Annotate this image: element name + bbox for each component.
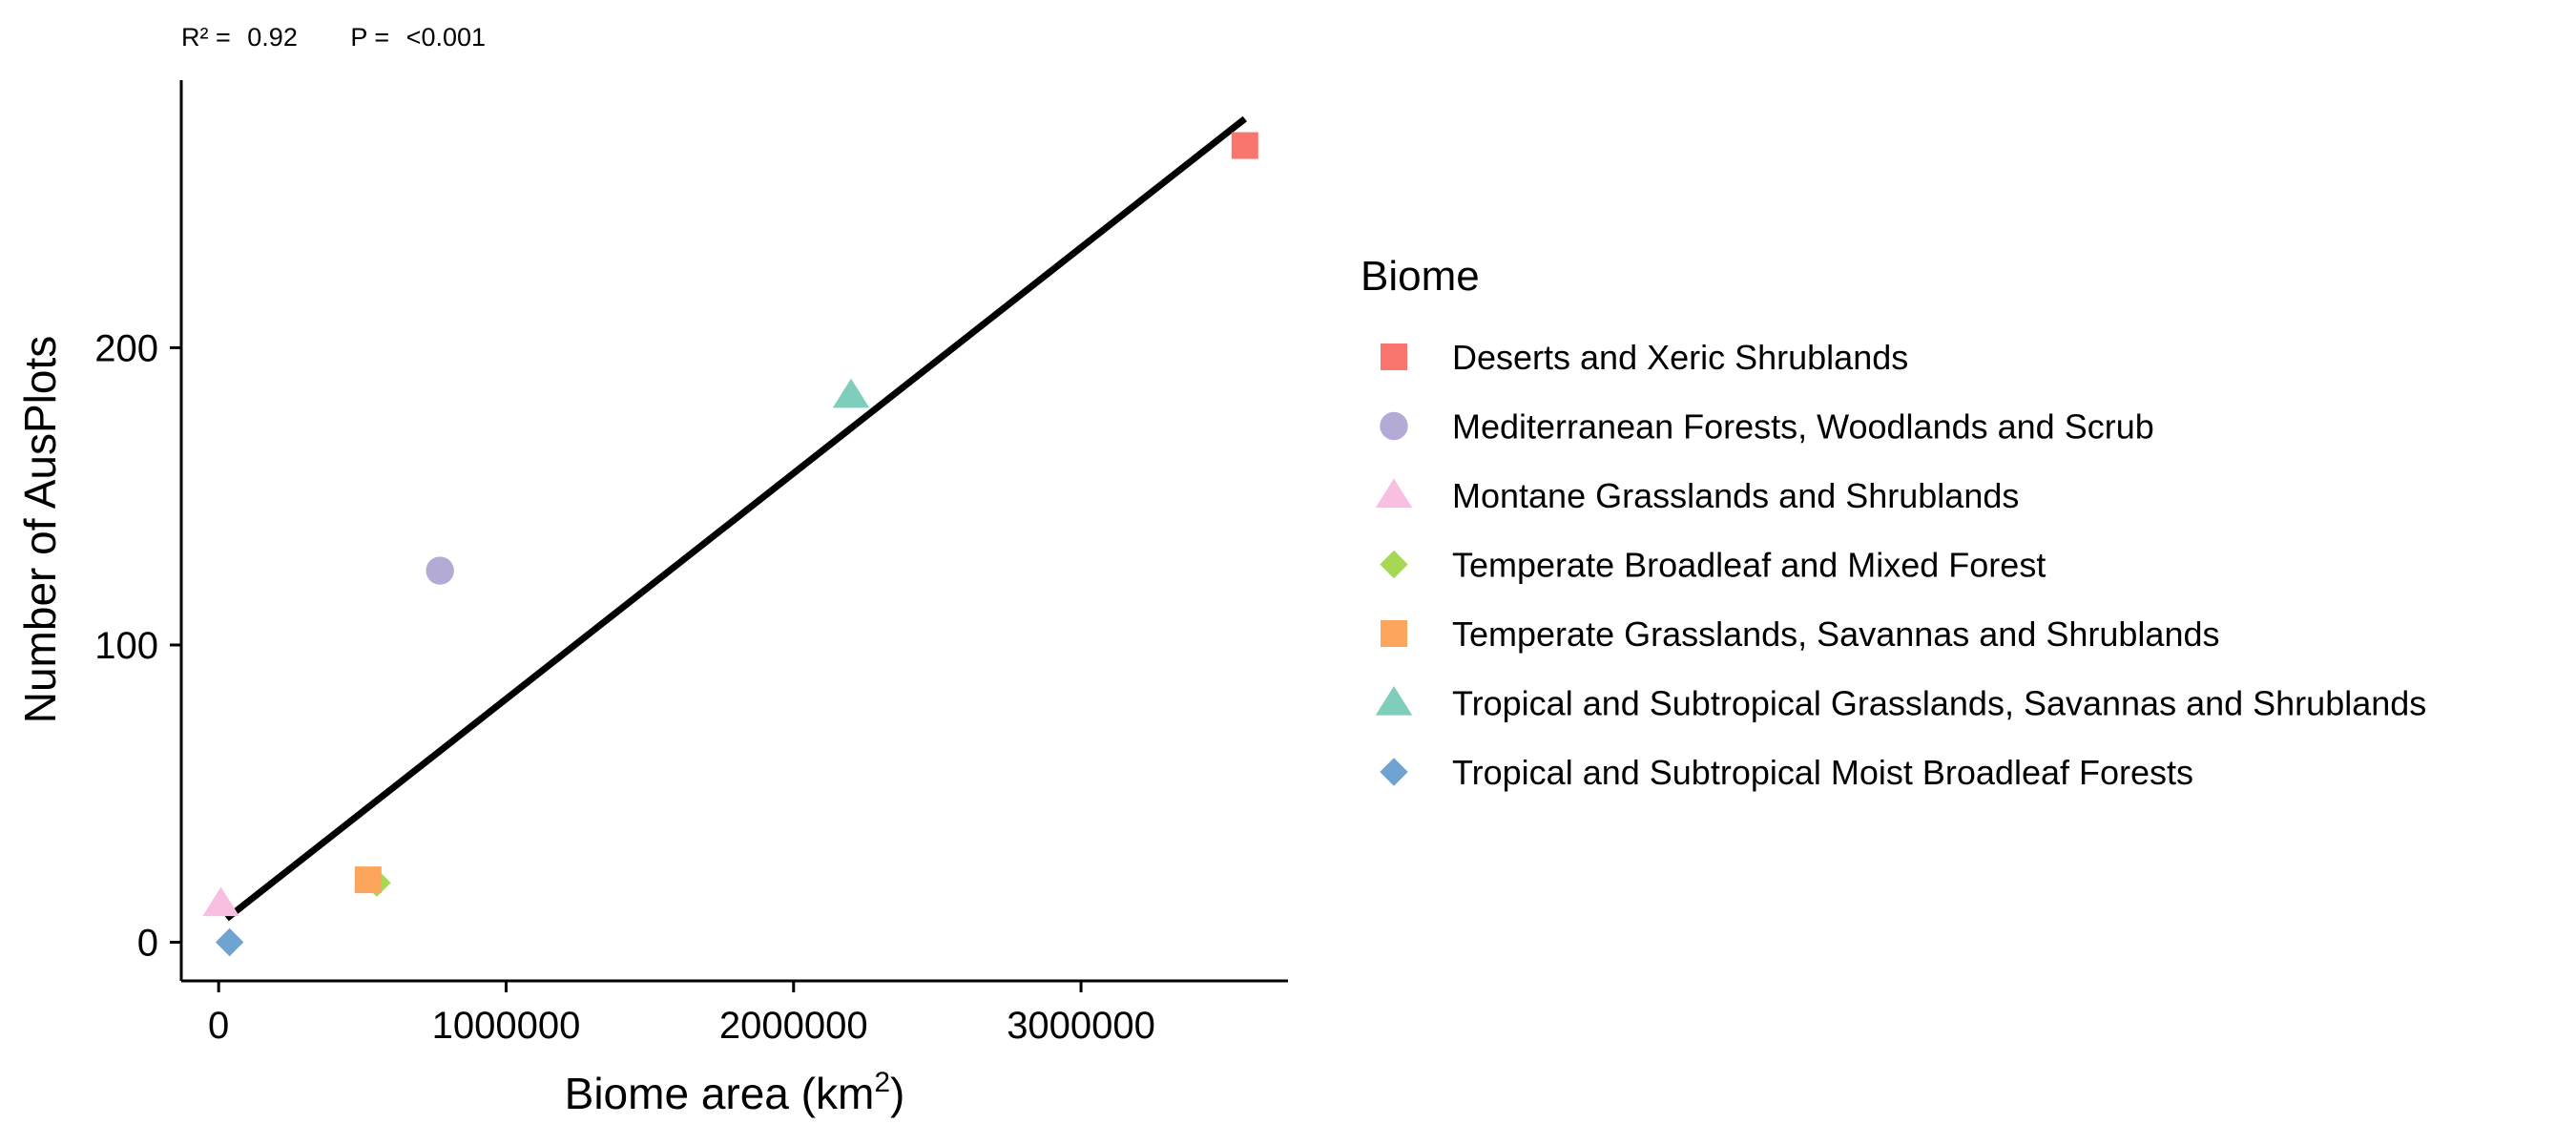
y-axis-title: Number of AusPlots (15, 336, 65, 724)
plot-area (202, 115, 1258, 957)
data-points (202, 132, 1258, 957)
y-tick-label: 100 (94, 625, 158, 667)
stats-annotation: R² = 0.92 P = <0.001 (181, 23, 486, 52)
x-axis-title-end: ) (890, 1069, 904, 1118)
y-axis-ticks: 0 100 200 (94, 327, 181, 964)
r2-label: R² = (181, 23, 231, 52)
legend-label: Tropical and Subtropical Grasslands, Sav… (1452, 684, 2426, 723)
legend-label: Temperate Broadleaf and Mixed Forest (1452, 546, 2046, 585)
legend-item: Tropical and Subtropical Moist Broadleaf… (1380, 753, 2193, 792)
data-point (1231, 132, 1258, 159)
legend-item: Mediterranean Forests, Woodlands and Scr… (1380, 407, 2154, 447)
x-axis-title: Biome area (km2) (565, 1067, 905, 1118)
legend-marker (1375, 478, 1413, 509)
legend-label: Mediterranean Forests, Woodlands and Scr… (1452, 407, 2154, 447)
legend-item: Montane Grasslands and Shrublands (1375, 476, 2019, 515)
x-tick-label: 2000000 (719, 1005, 868, 1047)
x-axis-title-superscript: 2 (874, 1067, 890, 1098)
data-point (426, 556, 454, 585)
legend-item: Tropical and Subtropical Grasslands, Sav… (1375, 684, 2426, 723)
data-point (202, 886, 239, 917)
legend-marker (1381, 620, 1407, 647)
legend-marker (1380, 411, 1408, 441)
p-label: P = (350, 23, 389, 52)
x-tick-label: 3000000 (1007, 1005, 1155, 1047)
r2-value: 0.92 (247, 23, 298, 52)
legend-marker (1380, 550, 1408, 579)
legend-items: Deserts and Xeric Shrublands Mediterranea… (1375, 338, 2426, 792)
legend-marker (1380, 758, 1408, 786)
x-tick-label: 0 (208, 1005, 229, 1047)
legend-item: Deserts and Xeric Shrublands (1381, 338, 1908, 377)
x-tick-label: 1000000 (432, 1005, 581, 1047)
x-axis-ticks: 0 1000000 2000000 3000000 (208, 981, 1155, 1047)
legend-item: Temperate Grasslands, Savannas and Shrub… (1381, 614, 2219, 654)
y-tick-label: 200 (94, 327, 158, 369)
data-point (354, 866, 382, 894)
legend-label: Deserts and Xeric Shrublands (1452, 338, 1908, 377)
x-axis-title-main: Biome area (km (565, 1069, 875, 1118)
data-point (832, 378, 870, 408)
legend-title: Biome (1361, 253, 1480, 300)
legend-marker (1381, 344, 1407, 370)
legend-label: Tropical and Subtropical Moist Broadleaf… (1452, 753, 2193, 792)
trend-line-group (224, 115, 1247, 922)
legend-label: Temperate Grasslands, Savannas and Shrub… (1452, 614, 2219, 654)
legend-marker (1375, 686, 1413, 716)
p-value: <0.001 (406, 23, 486, 52)
legend-item: Temperate Broadleaf and Mixed Forest (1380, 546, 2046, 585)
trend-line (224, 115, 1247, 922)
data-point (215, 927, 244, 957)
legend-label: Montane Grasslands and Shrublands (1452, 476, 2019, 515)
y-tick-label: 0 (137, 922, 158, 964)
legend: Biome Deserts and Xeric Shrublands Medite… (1361, 253, 2426, 792)
